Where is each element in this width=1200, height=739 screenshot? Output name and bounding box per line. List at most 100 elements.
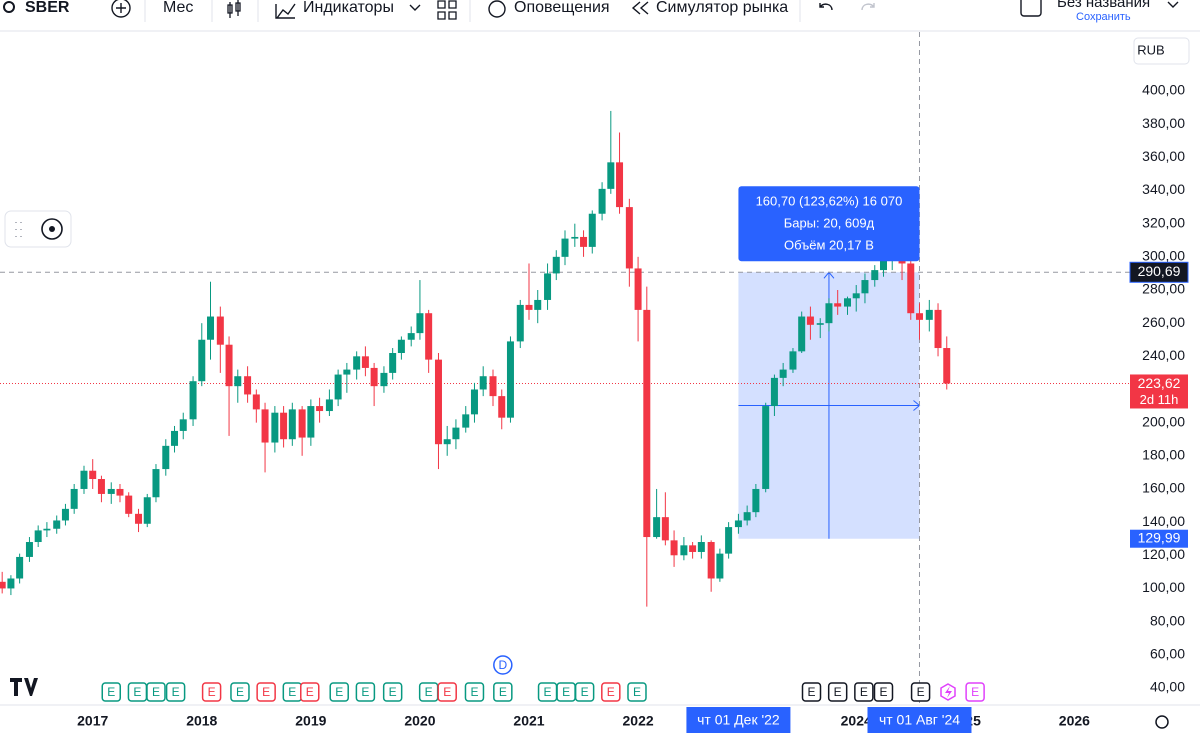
event-marker: E [300, 682, 320, 702]
candle-body [135, 513, 143, 524]
event-marker: E [910, 682, 931, 702]
candle-body [298, 409, 306, 438]
y-tick-label: 140,00 [1142, 513, 1185, 529]
y-tick-label: 100,00 [1142, 579, 1185, 595]
event-label: E [807, 685, 815, 699]
candle-body [806, 316, 814, 325]
event-label: D [498, 658, 507, 672]
replay-button[interactable]: Симулятор рынка [656, 0, 788, 16]
candle-body [907, 263, 915, 314]
candle-body [207, 316, 215, 340]
candle-body [43, 528, 51, 531]
y-tick-label: 120,00 [1142, 546, 1185, 562]
candle-body [361, 356, 369, 368]
logo [10, 678, 38, 696]
candle-body [198, 339, 206, 382]
dropdown-arrow[interactable] [409, 4, 421, 11]
measure-info: Объём 20,17 B [784, 238, 874, 253]
event-badge [382, 682, 403, 702]
event-label: E [107, 685, 115, 699]
candle-body [107, 488, 115, 494]
event-marker: E [464, 682, 485, 702]
event-label: E [389, 685, 397, 699]
event-label: E [306, 685, 314, 699]
candle-body [789, 351, 797, 370]
layout-icon[interactable] [1020, 0, 1042, 17]
alerts-button[interactable]: Оповещения [514, 0, 610, 16]
alerts-icon[interactable] [488, 0, 506, 18]
event-badge [827, 682, 848, 702]
y-tick-label: 340,00 [1142, 181, 1185, 197]
candle-body [470, 389, 478, 415]
candle-body [834, 303, 842, 307]
event-badge [493, 655, 513, 675]
candle-body [825, 303, 833, 324]
candle-body [770, 377, 778, 407]
event-badge [146, 682, 166, 702]
y-tick-label: 320,00 [1142, 214, 1185, 230]
event-badge [627, 682, 647, 702]
candle-body [171, 430, 179, 446]
candle-body [0, 581, 6, 589]
candle-body [489, 376, 497, 397]
indicators-button[interactable]: Индикаторы [303, 0, 394, 16]
symbol[interactable]: SBER [25, 0, 70, 16]
candle-body [234, 376, 242, 387]
flash-icon [945, 686, 952, 698]
candle-body [925, 309, 933, 320]
event-badge [437, 682, 457, 702]
event-marker: E [127, 682, 148, 702]
layouts-icon[interactable] [437, 0, 457, 20]
candle-body [152, 469, 160, 498]
candle-body [598, 188, 606, 214]
event-marker: E [493, 682, 513, 702]
candle-body [661, 517, 669, 541]
event-badge [873, 682, 894, 702]
candle-body [607, 162, 615, 189]
object-tree-icon[interactable] [41, 218, 63, 240]
indicators-icon[interactable] [275, 3, 296, 19]
y-tick-label: 300,00 [1142, 248, 1185, 264]
widget-box [4, 210, 72, 248]
undo-button[interactable] [819, 3, 833, 11]
candle-body [261, 409, 269, 443]
candle-body [844, 298, 851, 307]
compare-button[interactable] [111, 0, 131, 18]
event-marker: E [355, 682, 376, 702]
currency-tag: RUB [1133, 37, 1190, 65]
candle-body [225, 344, 233, 387]
drag-handle[interactable] [15, 222, 22, 237]
chart-type-icon[interactable] [227, 0, 241, 18]
candle-body [179, 419, 187, 431]
dropdown-arrow[interactable] [1167, 1, 1179, 8]
event-label: E [425, 685, 433, 699]
crosshair-price: 290,69 [1138, 263, 1181, 279]
event-marker: E [854, 682, 874, 702]
candle-body [452, 427, 460, 440]
candle-body [743, 512, 751, 521]
candle-body [16, 556, 24, 579]
event-badge [165, 682, 186, 702]
event-marker: E [801, 682, 822, 702]
measure-start-date: чт 01 Дек '22 [697, 712, 780, 728]
interval[interactable]: Мес [163, 0, 193, 16]
event-marker: E [165, 682, 186, 702]
candle-body [697, 542, 705, 552]
candle-body [380, 372, 388, 387]
layout-name[interactable]: Без названия [1057, 0, 1150, 11]
y-tick-label: 40,00 [1150, 679, 1185, 695]
event-badge [910, 682, 931, 702]
candle-body [53, 520, 61, 529]
settings-button[interactable] [1155, 715, 1169, 729]
replay-icon[interactable] [631, 1, 649, 15]
last-price-box [1130, 374, 1188, 409]
candle-body [571, 236, 579, 239]
save-label[interactable]: Сохранить [1076, 11, 1131, 23]
candle-body [407, 333, 415, 340]
candle-body [561, 238, 569, 257]
search-icon[interactable] [3, 1, 15, 13]
floating-widget [4, 210, 72, 248]
candle-body [162, 445, 170, 470]
event-marker: E [827, 682, 848, 702]
redo-button[interactable] [861, 3, 875, 11]
